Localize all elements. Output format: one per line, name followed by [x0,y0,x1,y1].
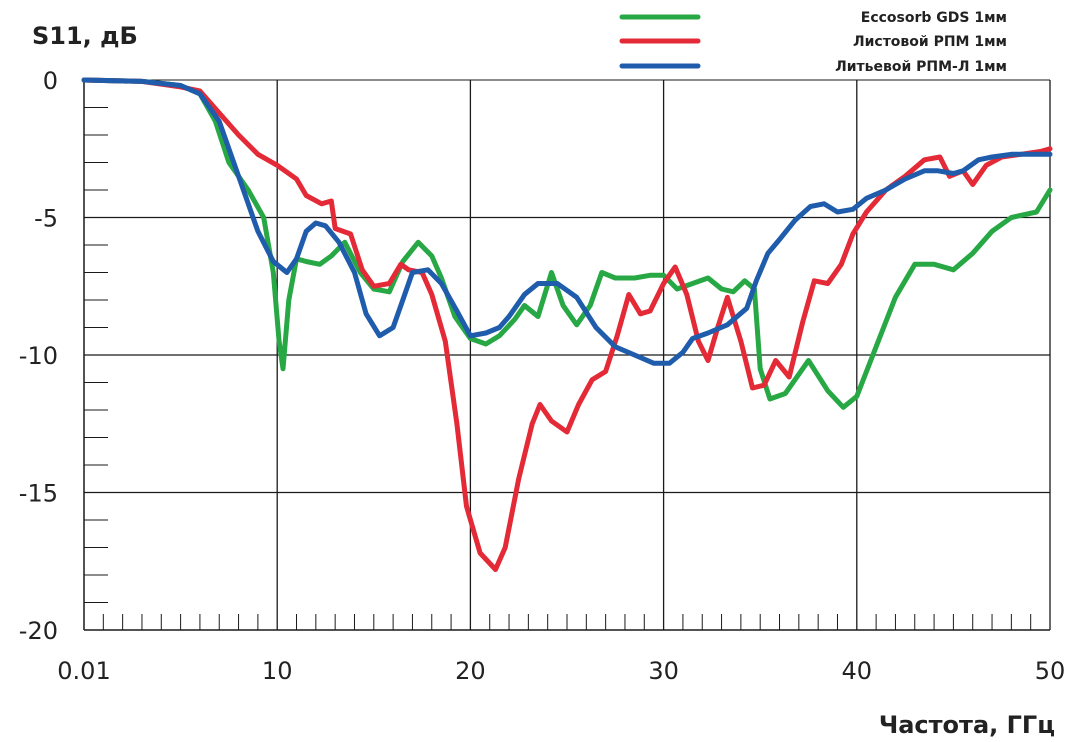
tick-labels: 0.01 10 20 30 40 50 0 -5 -10 -15 -20 [19,67,1065,685]
legend-label-0: Eccosorb GDS 1мм [861,10,1007,26]
series-line-1 [81,77,1053,572]
legend-label-1: Листовой РПМ 1мм [853,34,1007,50]
y-axis-title: S11, дБ [32,22,138,50]
legend: Eccosorb GDS 1мм Листовой РПМ 1мм Литьевой… [619,10,1007,75]
grid [84,79,1050,630]
series-line-0 [81,77,1053,410]
y-tick-label: -20 [19,617,58,645]
x-axis-title: Частота, ГГц [879,711,1055,739]
x-tick-label: 30 [648,657,679,685]
x-tick-label: 10 [262,657,293,685]
series-group [81,77,1053,572]
x-tick-label: 0.01 [57,657,110,685]
x-tick-label: 50 [1035,657,1066,685]
series-line-2 [81,77,1053,366]
y-tick-label: 0 [43,67,58,95]
axes [83,80,1051,631]
minor-ticks [84,107,1032,630]
y-tick-label: -10 [19,342,58,370]
y-tick-label: -5 [34,205,58,233]
y-tick-label: -15 [19,480,58,508]
x-tick-label: 40 [842,657,873,685]
legend-label-2: Литьевой РПМ-Л 1мм [835,59,1007,75]
x-tick-label: 20 [455,657,486,685]
